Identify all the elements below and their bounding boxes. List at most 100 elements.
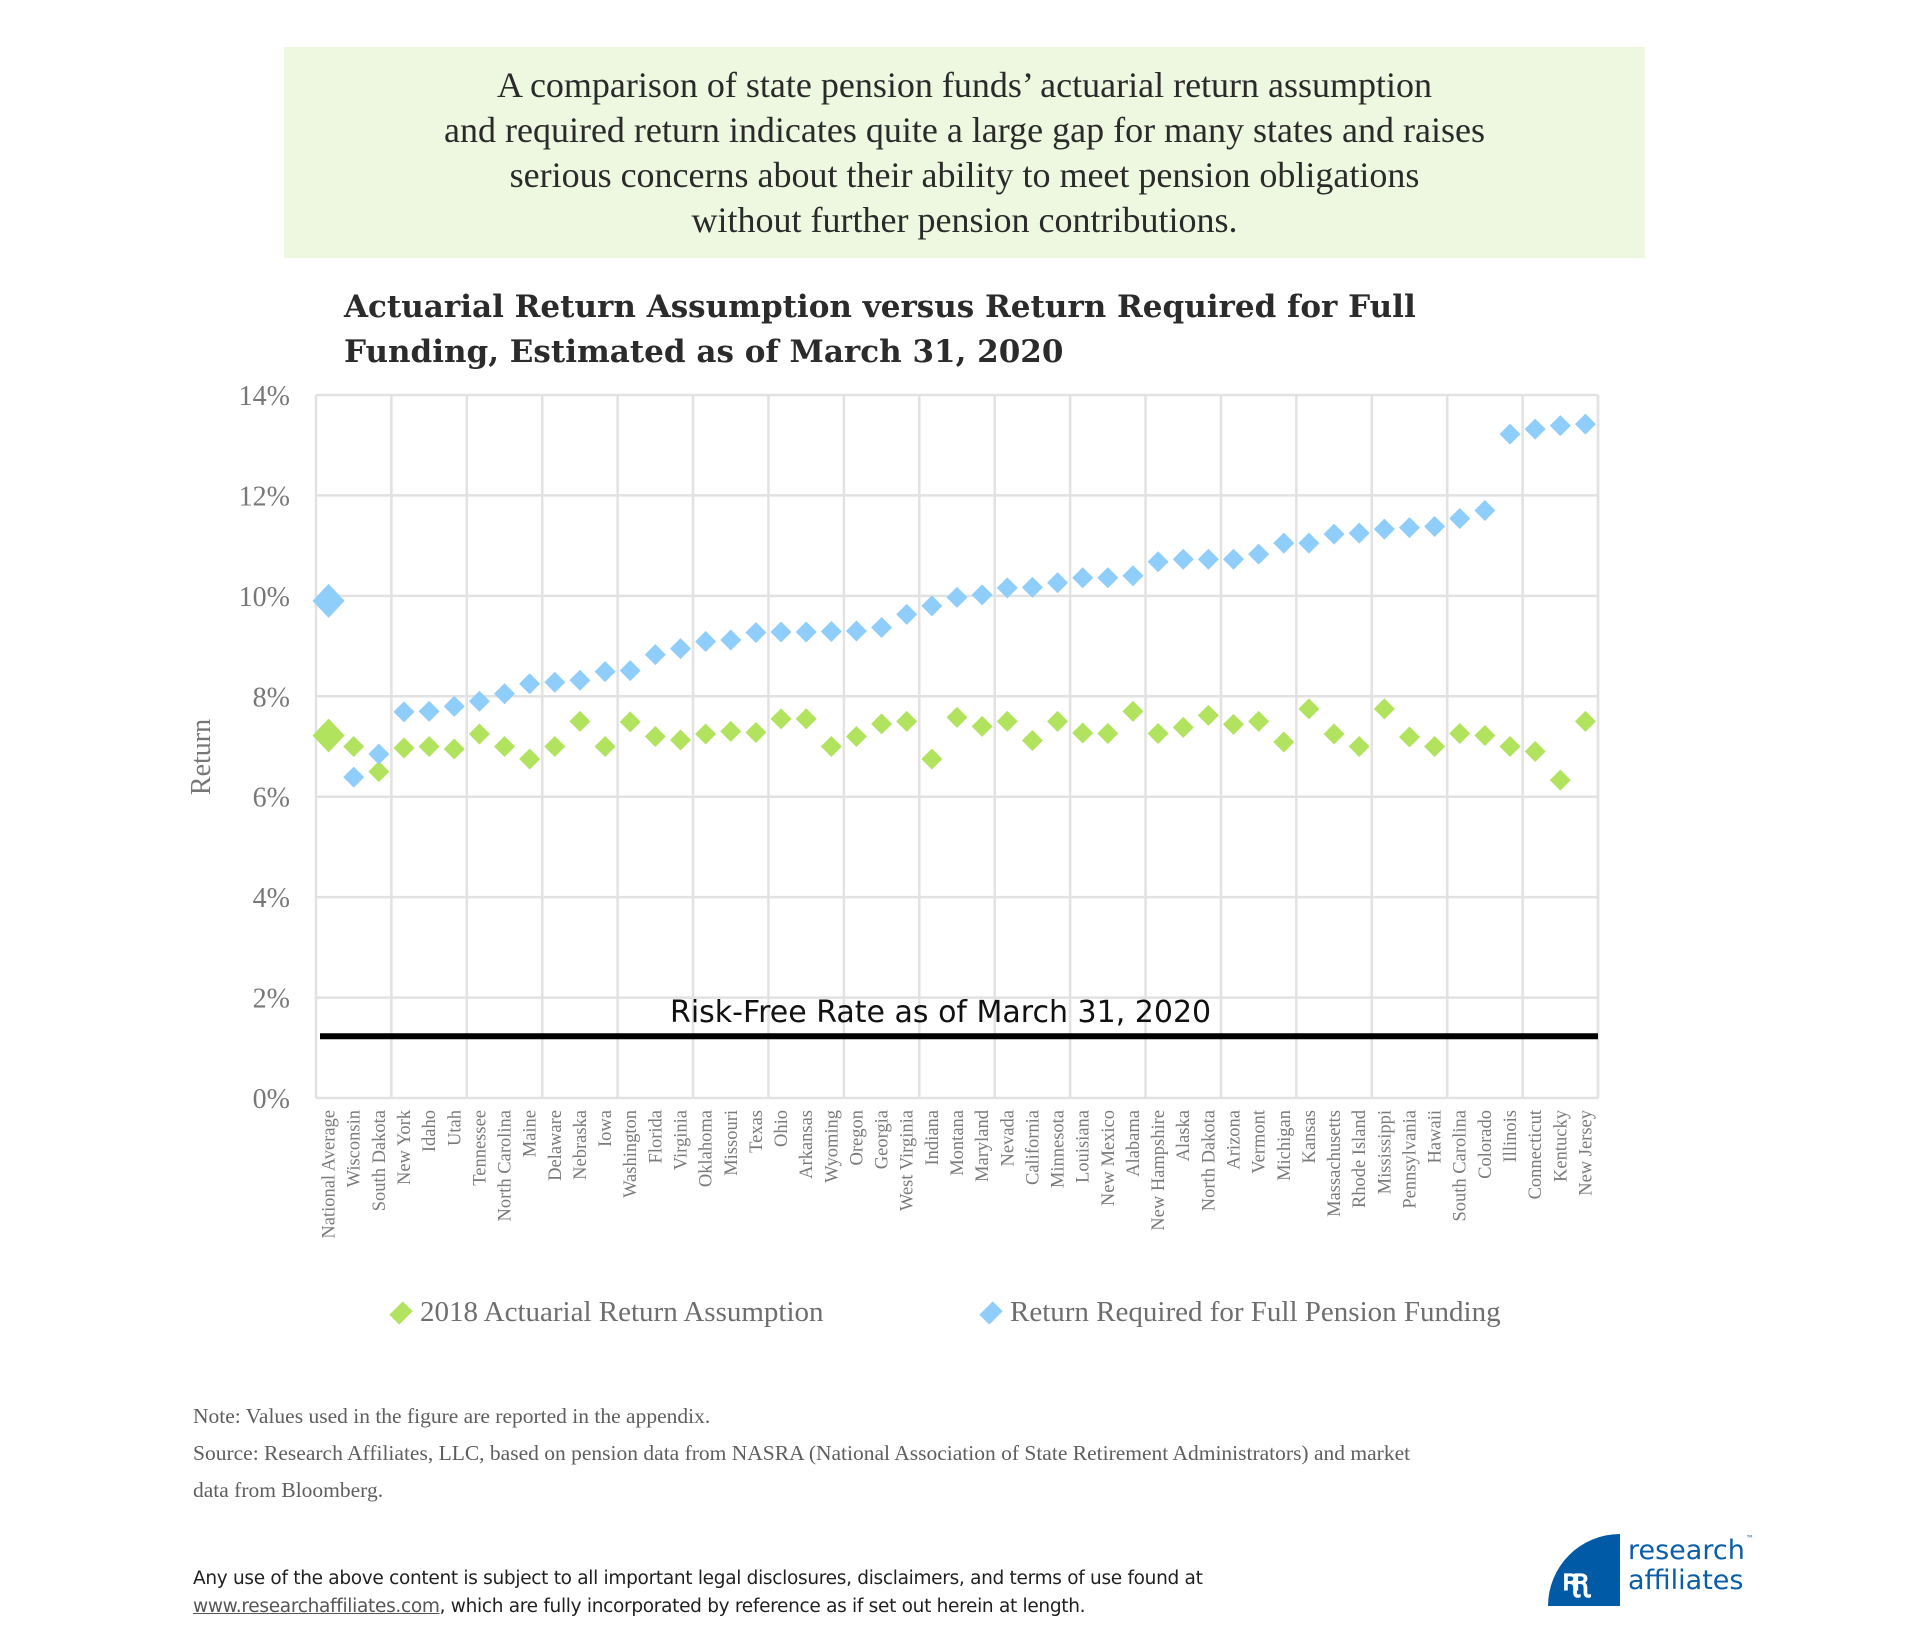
x-tick-label: Florida <box>646 1110 666 1163</box>
x-tick-label: Arizona <box>1225 1110 1245 1170</box>
disclaimer-line-2: www.researchaffiliates.com, which are fu… <box>193 1593 1203 1621</box>
data-point-diamond <box>1197 704 1219 726</box>
x-tick-label: Ohio <box>772 1110 792 1147</box>
x-tick-label: Tennessee <box>470 1110 490 1186</box>
data-point-diamond <box>443 695 465 717</box>
x-tick-label: Indiana <box>923 1110 943 1165</box>
research-affiliates-logo: ꭆꭆ research affiliates ™ <box>1548 1534 1758 1606</box>
y-tick-label: 4% <box>253 883 290 914</box>
series-actuarial-assumption <box>312 698 1596 791</box>
data-point-diamond <box>896 710 918 732</box>
trademark-symbol: ™ <box>1746 1534 1754 1543</box>
data-point-diamond <box>745 622 767 644</box>
data-point-diamond <box>1348 522 1370 544</box>
x-tick-label: North Carolina <box>496 1110 516 1222</box>
data-point-diamond <box>845 620 867 642</box>
data-point-diamond <box>1449 508 1471 530</box>
data-point-diamond <box>1424 516 1446 538</box>
x-tick-label: South Carolina <box>1451 1110 1471 1222</box>
x-tick-label: Louisiana <box>1074 1110 1094 1183</box>
chart-legend: 2018 Actuarial Return Assumption Return … <box>380 1296 1620 1340</box>
data-point-diamond <box>1574 710 1596 732</box>
y-tick-label: 14% <box>239 381 290 412</box>
x-tick-label: South Dakota <box>370 1110 390 1211</box>
data-point-diamond <box>1248 710 1270 732</box>
x-tick-label: Massachusetts <box>1325 1110 1345 1217</box>
data-point-diamond <box>1097 722 1119 744</box>
data-point-diamond <box>544 671 566 693</box>
data-point-diamond <box>368 743 390 765</box>
data-point-diamond <box>1147 722 1169 744</box>
data-point-diamond <box>1549 415 1571 437</box>
data-point-diamond <box>720 720 742 742</box>
y-tick-label: 0% <box>253 1084 290 1115</box>
data-point-diamond <box>1323 723 1345 745</box>
data-point-diamond <box>1248 543 1270 565</box>
data-point-diamond <box>494 736 516 757</box>
x-tick-label: Oregon <box>847 1110 867 1165</box>
x-tick-label: Kentucky <box>1551 1109 1571 1182</box>
data-point-diamond <box>1097 567 1119 589</box>
x-tick-label: Wyoming <box>822 1110 842 1183</box>
data-point-diamond <box>1147 551 1169 573</box>
data-point-diamond <box>1373 518 1395 540</box>
summary-line: serious concerns about their ability to … <box>509 154 1420 195</box>
data-point-diamond <box>896 603 918 625</box>
data-point-diamond <box>921 748 943 770</box>
data-point-diamond <box>1047 572 1069 594</box>
x-tick-label: California <box>1023 1110 1043 1185</box>
data-point-diamond <box>519 673 541 695</box>
data-point-diamond <box>619 660 641 682</box>
data-point-diamond <box>1524 741 1546 763</box>
x-tick-label: National Average <box>320 1110 340 1239</box>
x-tick-label: Mississippi <box>1375 1110 1395 1194</box>
summary-text: A comparison of state pension funds’ act… <box>315 63 1615 243</box>
data-point-diamond <box>795 621 817 643</box>
data-point-diamond <box>519 748 541 770</box>
data-point-diamond <box>494 683 516 705</box>
x-tick-label: Wisconsin <box>345 1110 365 1187</box>
data-point-diamond <box>1122 565 1144 587</box>
data-point-diamond <box>1072 722 1094 744</box>
note-text: Note: Values used in the figure are repo… <box>193 1404 711 1428</box>
data-point-diamond <box>946 586 968 608</box>
data-point-diamond <box>770 621 792 643</box>
legend-item-actuarial: 2018 Actuarial Return Assumption <box>389 1296 824 1329</box>
data-point-diamond <box>418 700 440 722</box>
x-tick-label: Iowa <box>596 1110 616 1147</box>
x-tick-label: Hawaii <box>1426 1110 1446 1163</box>
x-tick-label: Vermont <box>1250 1109 1270 1174</box>
data-point-diamond <box>1499 736 1521 757</box>
x-axis-labels: National Average Wisconsin South Dakota New… <box>320 1109 1597 1238</box>
x-tick-label: Illinois <box>1501 1110 1521 1162</box>
y-tick-label: 2% <box>253 984 290 1015</box>
data-point-diamond <box>312 718 345 753</box>
y-tick-label: 8% <box>253 682 290 713</box>
x-tick-label: Texas <box>747 1110 767 1153</box>
data-point-diamond <box>1499 423 1521 445</box>
x-tick-label: Rhode Island <box>1350 1109 1370 1208</box>
data-point-diamond <box>871 616 893 638</box>
data-point-diamond <box>1449 722 1471 744</box>
x-tick-label: New York <box>395 1109 415 1185</box>
x-tick-label: Maryland <box>973 1109 993 1182</box>
legal-disclaimer: Any use of the above content is subject … <box>193 1565 1203 1621</box>
chart-notes: Note: Values used in the figure are repo… <box>193 1398 1753 1509</box>
website-link[interactable]: www.researchaffiliates.com <box>193 1596 440 1617</box>
chart-title-line: Actuarial Return Assumption versus Retur… <box>344 289 1416 325</box>
data-point-diamond <box>1524 418 1546 440</box>
x-tick-label: Idaho <box>420 1110 440 1152</box>
x-tick-label: West Virginia <box>898 1110 918 1211</box>
data-point-diamond <box>644 644 666 666</box>
data-point-diamond <box>996 710 1018 732</box>
data-point-diamond <box>312 583 345 618</box>
data-point-diamond <box>1047 710 1069 732</box>
y-tick-label: 6% <box>253 783 290 814</box>
summary-line: A comparison of state pension funds’ act… <box>496 64 1433 105</box>
x-tick-label: Virginia <box>671 1110 691 1170</box>
x-tick-label: New Hampshire <box>1149 1110 1169 1231</box>
data-point-diamond <box>468 723 490 745</box>
data-point-diamond <box>1474 499 1496 521</box>
data-point-diamond <box>695 631 717 653</box>
data-point-diamond <box>745 721 767 743</box>
